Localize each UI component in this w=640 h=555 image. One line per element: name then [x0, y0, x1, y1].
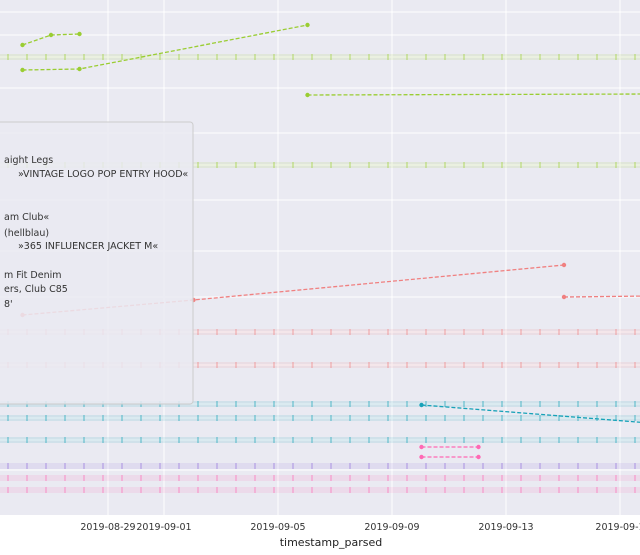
- legend-label: 8': [4, 299, 13, 310]
- series-line: [421, 404, 640, 423]
- data-point: [419, 454, 424, 460]
- data-point: [476, 444, 481, 450]
- series-line: [307, 93, 640, 96]
- x-axis-ticks: 2019-08-29 2019-09-01 2019-09-05 2019-09-09…: [80, 522, 640, 533]
- event-band: [0, 54, 640, 60]
- event-band: [0, 329, 640, 335]
- event-band: [0, 463, 640, 469]
- x-tick-label: 2019-09-01: [136, 522, 191, 533]
- event-band: [0, 362, 640, 368]
- legend-label: am Club«: [4, 212, 49, 223]
- x-tick-label: 2019-09-05: [250, 522, 305, 533]
- legend-label: aight Legs: [4, 155, 53, 166]
- data-point: [20, 42, 25, 48]
- data-point: [48, 32, 54, 38]
- data-point: [561, 262, 567, 268]
- event-band: [0, 162, 640, 168]
- series-line: [563, 295, 640, 298]
- x-tick-label: 2019-09-09: [364, 522, 419, 533]
- event-band: [0, 487, 640, 493]
- legend-label: ers, Club C85: [4, 284, 68, 295]
- data-point: [561, 294, 567, 300]
- legend-label: »365 INFLUENCER JACKET M«: [18, 241, 158, 252]
- data-point: [20, 67, 25, 73]
- x-tick-label: 2019-09-1: [595, 522, 640, 533]
- x-tick-label: 2019-09-13: [478, 522, 533, 533]
- event-bands: [0, 54, 640, 493]
- x-tick-label: 2019-08-29: [80, 522, 135, 533]
- x-axis-label: timestamp_parsed: [280, 536, 383, 549]
- legend: aight Legs »VINTAGE LOGO POP ENTRY HOOD« a…: [0, 121, 194, 405]
- legend-label: (hellblau): [4, 228, 49, 239]
- data-point: [419, 444, 424, 450]
- data-point: [476, 454, 481, 460]
- legend-box: [0, 121, 194, 405]
- data-point: [77, 31, 82, 37]
- event-band: [0, 475, 640, 481]
- data-point: [77, 66, 82, 72]
- event-band: [0, 437, 640, 443]
- grid: [0, 0, 640, 515]
- legend-label: »VINTAGE LOGO POP ENTRY HOOD«: [18, 169, 188, 180]
- event-band: [0, 415, 640, 421]
- event-band: [0, 401, 640, 407]
- legend-label: m Fit Denim: [4, 270, 62, 281]
- data-point: [305, 92, 310, 98]
- data-point: [419, 402, 424, 408]
- data-point: [305, 22, 310, 28]
